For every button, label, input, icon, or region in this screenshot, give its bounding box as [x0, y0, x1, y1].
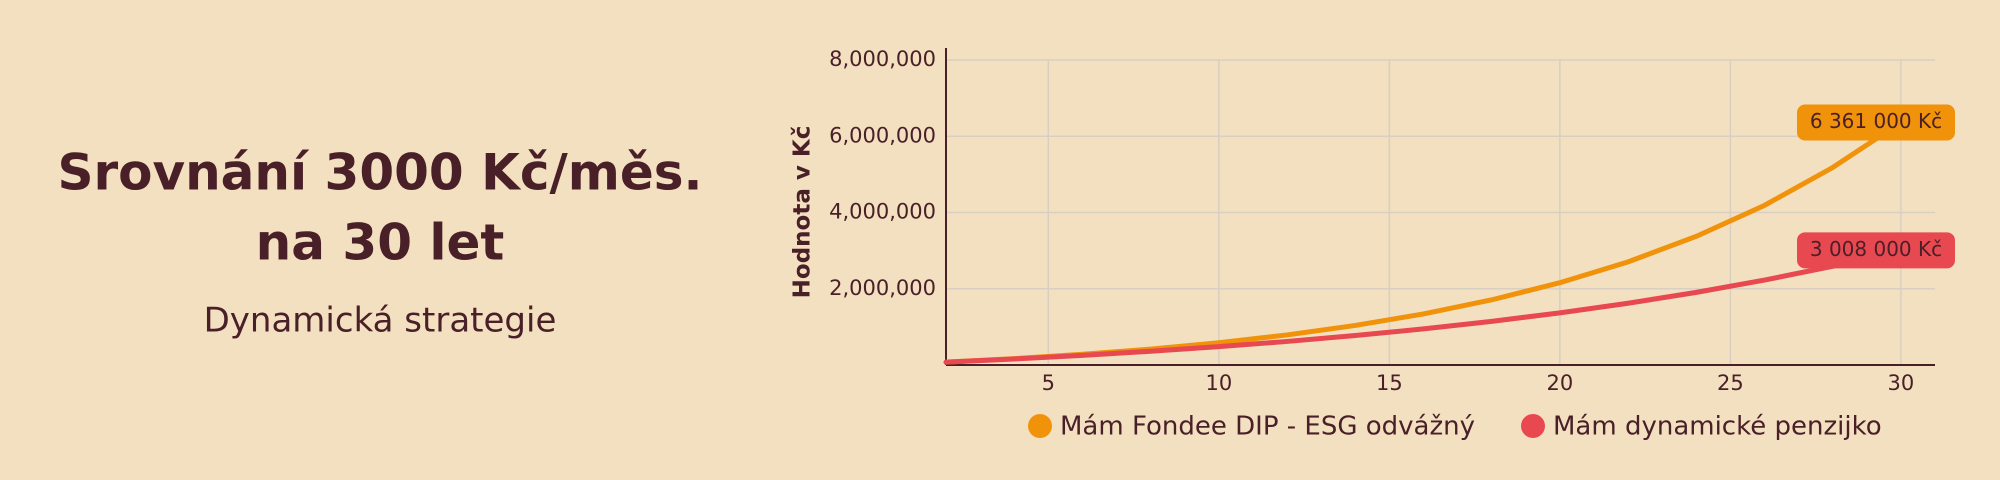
legend-label: Mám dynamické penzijko [1553, 412, 1882, 442]
x-tick-label: 20 [1546, 371, 1573, 395]
legend-marker [1028, 414, 1052, 438]
legend-label: Mám Fondee DIP - ESG odvážný [1060, 412, 1475, 442]
title-line: na 30 let [256, 214, 505, 272]
x-tick-label: 5 [1042, 371, 1055, 395]
legend-marker [1521, 414, 1545, 438]
title-line: Srovnání 3000 Kč/měs. [57, 144, 702, 202]
subtitle: Dynamická strategie [204, 301, 557, 341]
value-label: 3 008 000 Kč [1810, 237, 1942, 261]
line [943, 119, 1904, 365]
value-label-box [1797, 232, 1955, 269]
y-tick-label: 6,000,000 [829, 123, 936, 147]
line [943, 247, 1904, 365]
x-tick-label: 15 [1376, 371, 1403, 395]
y-axis-label: Hodnota v Kč [790, 126, 816, 299]
x-tick-label: 30 [1888, 371, 1915, 395]
value-label-box [1797, 104, 1955, 141]
y-tick-label: 4,000,000 [829, 200, 936, 224]
y-tick-label: 2,000,000 [829, 276, 936, 300]
value-label: 6 361 000 Kč [1810, 109, 1942, 133]
y-tick-label: 8,000,000 [829, 47, 936, 71]
x-tick-label: 25 [1717, 371, 1744, 395]
x-tick-label: 10 [1205, 371, 1232, 395]
